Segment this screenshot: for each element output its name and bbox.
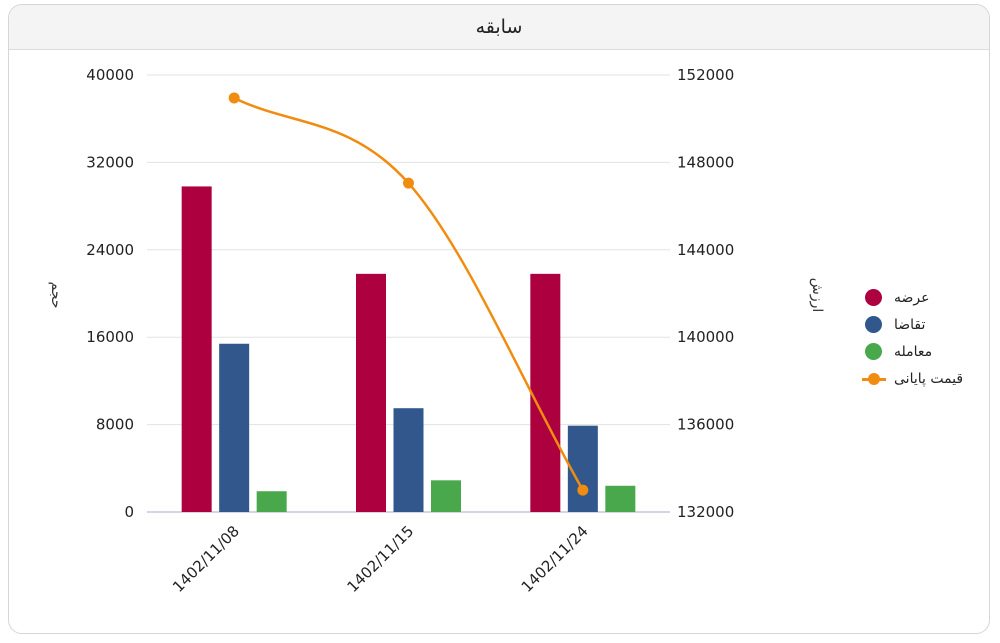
close-price-point-1[interactable] — [403, 177, 414, 189]
left-axis-ticks: 40000 32000 24000 16000 8000 0 — [86, 66, 134, 521]
bar-supply-0[interactable] — [181, 186, 212, 512]
bar-series — [181, 186, 636, 512]
legend-swatch-demand — [865, 315, 882, 333]
bar-trade-1[interactable] — [431, 480, 461, 512]
left-axis-label: حجم — [48, 281, 64, 308]
line-series — [228, 92, 589, 496]
x-tick-label: 1402/11/15 — [343, 522, 417, 596]
left-tick-label: 32000 — [86, 153, 134, 171]
bar-supply-2[interactable] — [530, 273, 561, 512]
left-tick-label: 16000 — [86, 328, 134, 346]
bar-trade-0[interactable] — [256, 491, 287, 512]
bar-demand-1[interactable] — [393, 408, 424, 512]
card-header: سابقه — [9, 5, 989, 50]
right-tick-label: 132000 — [677, 503, 734, 521]
close-price-point-2[interactable] — [577, 484, 589, 496]
right-tick-label: 140000 — [677, 328, 734, 346]
legend-label-demand: تقاضا — [894, 316, 926, 333]
left-tick-label: 0 — [124, 503, 134, 521]
legend-item-trade[interactable]: معامله — [862, 338, 972, 365]
legend-swatch-supply — [865, 288, 882, 306]
legend-item-demand[interactable]: تقاضا — [862, 311, 972, 338]
bar-demand-0[interactable] — [219, 343, 250, 512]
chart-card: سابقه — [8, 4, 990, 634]
legend-swatch-close-price — [862, 370, 890, 388]
right-axis-label: ارزش — [809, 278, 825, 313]
bar-demand-2[interactable] — [567, 425, 598, 512]
right-axis-ticks: 152000 148000 144000 140000 136000 132000 — [677, 66, 734, 521]
chart-legend: عرضه تقاضا معامله قیمت پایانی — [862, 284, 972, 392]
legend-label-close-price: قیمت پایانی — [894, 370, 964, 387]
right-tick-label: 144000 — [677, 241, 734, 259]
legend-label-trade: معامله — [894, 343, 933, 360]
legend-item-close-price[interactable]: قیمت پایانی — [862, 365, 972, 392]
left-tick-label: 40000 — [86, 66, 134, 84]
left-tick-label: 8000 — [96, 416, 134, 434]
left-tick-label: 24000 — [86, 241, 134, 259]
x-tick-label: 1402/11/08 — [169, 522, 243, 596]
x-tick-label: 1402/11/24 — [518, 522, 592, 596]
right-tick-label: 152000 — [677, 66, 734, 84]
card-title: سابقه — [475, 16, 523, 38]
x-axis-ticks: 1402/11/08 1402/11/15 1402/11/24 — [169, 522, 592, 596]
legend-item-supply[interactable]: عرضه — [862, 284, 972, 311]
right-tick-label: 136000 — [677, 416, 734, 434]
close-price-point-0[interactable] — [228, 92, 240, 104]
legend-swatch-trade — [865, 342, 882, 360]
bar-supply-1[interactable] — [356, 273, 386, 512]
right-tick-label: 148000 — [677, 153, 734, 171]
close-price-line — [233, 96, 584, 491]
bar-trade-2[interactable] — [605, 485, 636, 512]
legend-label-supply: عرضه — [894, 289, 930, 306]
